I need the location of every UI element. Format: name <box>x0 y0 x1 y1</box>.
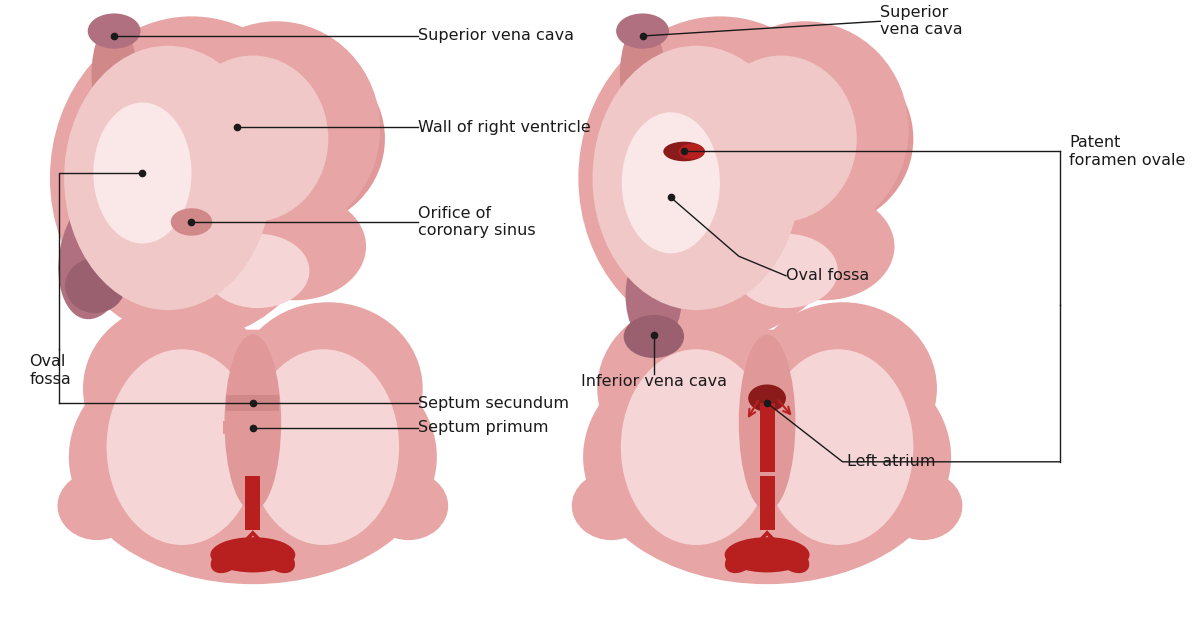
Ellipse shape <box>170 208 212 235</box>
Text: Wall of right ventricle: Wall of right ventricle <box>418 119 590 134</box>
Ellipse shape <box>598 302 786 475</box>
Ellipse shape <box>620 21 665 129</box>
Ellipse shape <box>58 471 137 540</box>
Text: Oval fossa: Oval fossa <box>786 268 869 283</box>
Ellipse shape <box>618 109 667 136</box>
Text: Septum secundum: Septum secundum <box>418 396 569 411</box>
Text: Septum primum: Septum primum <box>418 420 548 435</box>
Polygon shape <box>222 530 253 562</box>
Ellipse shape <box>50 16 334 339</box>
Ellipse shape <box>620 349 772 545</box>
Ellipse shape <box>883 471 962 540</box>
Ellipse shape <box>205 50 385 227</box>
Polygon shape <box>767 530 784 565</box>
Ellipse shape <box>88 13 140 49</box>
Ellipse shape <box>593 129 715 305</box>
Ellipse shape <box>90 109 139 136</box>
Ellipse shape <box>725 537 810 572</box>
Ellipse shape <box>571 471 652 540</box>
Ellipse shape <box>205 233 310 308</box>
Polygon shape <box>236 530 253 565</box>
Ellipse shape <box>59 193 132 319</box>
Polygon shape <box>760 403 775 471</box>
Ellipse shape <box>622 112 720 253</box>
Ellipse shape <box>583 329 952 584</box>
Ellipse shape <box>624 315 684 358</box>
Ellipse shape <box>248 349 400 545</box>
Ellipse shape <box>211 546 242 573</box>
Polygon shape <box>227 395 280 411</box>
Ellipse shape <box>749 302 937 475</box>
Ellipse shape <box>68 329 437 584</box>
Text: Superior vena cava: Superior vena cava <box>418 28 574 44</box>
Ellipse shape <box>224 192 366 300</box>
Ellipse shape <box>264 546 295 573</box>
Ellipse shape <box>734 233 838 308</box>
Ellipse shape <box>678 144 704 159</box>
Polygon shape <box>767 530 798 562</box>
Ellipse shape <box>91 21 137 129</box>
Ellipse shape <box>725 546 756 573</box>
Ellipse shape <box>64 46 271 310</box>
Polygon shape <box>751 530 767 565</box>
Polygon shape <box>223 421 276 434</box>
Ellipse shape <box>616 13 668 49</box>
Polygon shape <box>245 476 260 530</box>
Polygon shape <box>253 530 269 565</box>
Ellipse shape <box>65 258 126 313</box>
Text: Superior
vena cava: Superior vena cava <box>881 5 962 37</box>
Text: Left atrium: Left atrium <box>847 454 936 469</box>
Ellipse shape <box>739 334 796 510</box>
Ellipse shape <box>64 129 187 305</box>
Ellipse shape <box>224 334 281 510</box>
Ellipse shape <box>368 471 448 540</box>
Ellipse shape <box>578 16 862 339</box>
Ellipse shape <box>734 50 913 227</box>
Polygon shape <box>253 530 283 562</box>
Ellipse shape <box>178 56 329 222</box>
Polygon shape <box>760 476 775 530</box>
Ellipse shape <box>701 21 908 237</box>
Polygon shape <box>737 530 767 562</box>
Ellipse shape <box>210 537 295 572</box>
Ellipse shape <box>778 546 809 573</box>
Text: Oval
fossa: Oval fossa <box>29 354 71 387</box>
Ellipse shape <box>234 302 422 475</box>
Ellipse shape <box>625 244 682 346</box>
Ellipse shape <box>762 349 913 545</box>
Ellipse shape <box>107 349 258 545</box>
Text: Orifice of
coronary sinus: Orifice of coronary sinus <box>418 206 535 238</box>
Ellipse shape <box>173 21 380 237</box>
Ellipse shape <box>706 56 857 222</box>
Ellipse shape <box>664 142 704 162</box>
Ellipse shape <box>749 384 786 412</box>
Ellipse shape <box>593 46 800 310</box>
Ellipse shape <box>752 192 894 300</box>
Ellipse shape <box>83 302 271 475</box>
Text: Inferior vena cava: Inferior vena cava <box>581 374 727 389</box>
Ellipse shape <box>94 102 192 244</box>
Text: Patent
foramen ovale: Patent foramen ovale <box>1069 135 1186 168</box>
